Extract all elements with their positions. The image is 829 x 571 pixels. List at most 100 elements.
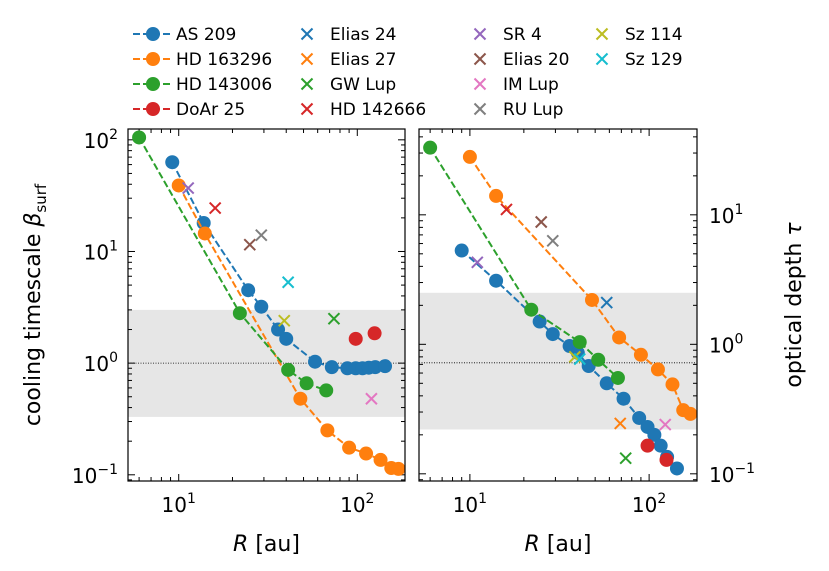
cross-stroke [546,234,559,248]
legend-marker [146,77,160,91]
data-point-cross [614,417,627,430]
data-point [324,360,339,375]
x-axis-label: R [au] [525,532,592,557]
data-point-cross [619,451,632,465]
legend-label: SR 4 [503,25,542,45]
legend-entry-hd-163296: HD 163296 [133,50,272,70]
data-layer [423,140,697,476]
series-elias-20 [243,238,256,251]
legend-entry-sz-114: Sz 114 [595,25,683,45]
legend-cross-stroke [300,27,314,41]
data-point [632,410,647,425]
data-point [241,283,256,298]
data-point [650,362,665,377]
x-axis-symbol: R [525,532,540,557]
tick-base: 10 [162,493,187,517]
data-point [279,331,294,346]
tick-exponent: 2 [109,127,118,143]
data-point [254,299,269,314]
y-tick-label: 101 [709,202,743,228]
data-point-cross [327,312,341,325]
y-axis-text: optical depth [782,236,807,388]
tick-base: 10 [340,493,365,517]
ticks [419,129,697,481]
y-axis-symbol: β [21,213,46,228]
y-axis-label: optical depth τ [782,222,807,388]
data-point-cross [659,418,672,431]
data-point [462,149,477,164]
tick-base: 10 [84,352,109,376]
series-hd-143006 [132,130,334,398]
series-im-lup [365,392,378,405]
x-tick-label: 102 [632,491,666,517]
data-point-cross [278,314,291,327]
data-point [489,273,504,288]
y-tick-label: 10−1 [709,461,755,487]
data-point [665,377,680,392]
legend-cross-stroke [473,77,487,91]
data-point [320,423,335,438]
legend-label: AS 209 [176,25,236,45]
legend-label: DoAr 25 [176,100,245,120]
legend-label: Sz 114 [625,25,683,45]
series-sr-4 [181,181,195,195]
data-point [532,314,547,329]
y-tick-label: 102 [84,127,118,153]
cross-stroke [614,417,627,430]
cross-stroke [659,418,672,431]
tick-exponent: 2 [366,491,375,507]
data-point [171,178,186,193]
data-point [612,330,627,345]
cross-stroke [327,312,341,325]
data-point [373,452,388,467]
legend-marker [146,102,160,116]
x-tick-label: 101 [453,491,487,517]
cross-stroke [255,228,268,242]
data-point-cross [573,352,586,366]
data-point [489,188,504,203]
legend-entry-elias-24: Elias 24 [300,25,397,45]
y-tick-label: 10−1 [72,462,118,488]
data-point-cross [500,203,513,216]
series-as-209 [165,155,393,376]
data-point [423,140,438,155]
data-point [391,461,405,476]
cross-stroke [278,314,291,327]
data-point [659,452,674,467]
data-point-cross [255,228,268,242]
series-hd-163296 [462,149,697,421]
data-point [232,306,247,321]
y-axis-label: cooling timescale βsurf [21,183,50,426]
series-sz-129 [573,352,586,366]
ticks [128,129,405,481]
x-axis-unit: [au] [540,532,592,557]
cross-stroke [471,256,484,269]
legend-entry-hd-143006: HD 143006 [133,75,272,95]
series-doar-25 [640,438,674,467]
series-ru-lup [546,234,559,248]
data-point-cross [243,238,256,251]
data-point [378,359,393,374]
axes-frame [127,128,406,482]
legend-label: Elias 24 [330,25,397,45]
legend-label: Elias 27 [330,50,397,70]
legend-marker [146,27,160,41]
data-point-cross [471,256,484,269]
tick-base: 10 [632,493,657,517]
tick-exponent: −1 [734,461,755,477]
series-im-lup [659,418,672,431]
series-ru-lup [255,228,268,242]
series-hd-143006 [423,140,625,385]
legend-cross-stroke [300,52,314,66]
data-point [545,327,560,342]
tick-exponent: 1 [187,491,196,507]
cross-stroke [208,201,222,215]
tick-base: 10 [84,129,109,153]
legend-cross-stroke [595,27,609,41]
series-hd-142666 [208,201,222,215]
data-point-cross [365,392,378,405]
series-gw-lup [327,312,341,325]
cross-stroke [600,296,613,309]
